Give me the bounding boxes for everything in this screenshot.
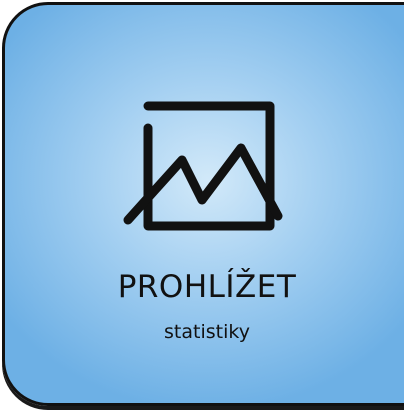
tile-subtitle: statistiky [164,321,250,343]
line-chart-icon [123,101,283,231]
tile-title: PROHLÍŽET [117,269,297,305]
browse-statistics-tile[interactable]: PROHLÍŽET statistiky [2,2,404,406]
